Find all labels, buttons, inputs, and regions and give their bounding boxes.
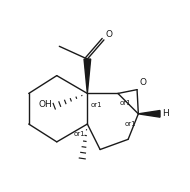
Text: H: H: [162, 109, 169, 118]
Polygon shape: [84, 59, 91, 94]
Text: O: O: [105, 30, 112, 39]
Text: OH: OH: [38, 100, 52, 109]
Text: or1: or1: [119, 100, 131, 106]
Text: O: O: [139, 78, 146, 87]
Text: or1: or1: [73, 131, 85, 137]
Text: or1: or1: [91, 102, 102, 108]
Text: or1: or1: [124, 121, 136, 127]
Polygon shape: [138, 111, 160, 117]
